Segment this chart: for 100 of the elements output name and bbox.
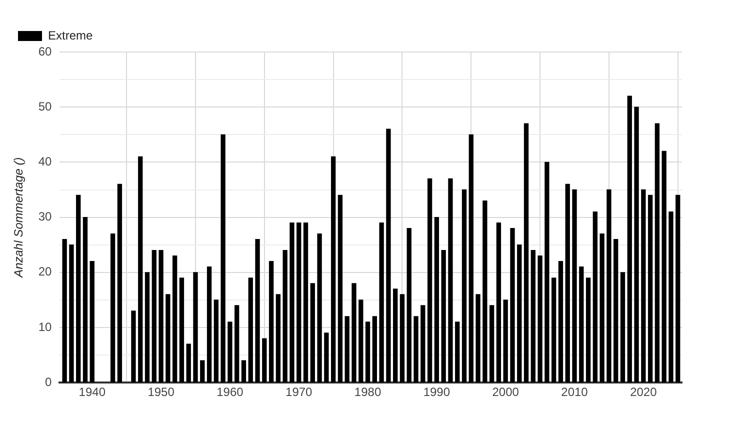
bar xyxy=(393,288,398,382)
bar xyxy=(420,305,426,382)
bar xyxy=(296,222,302,382)
bar xyxy=(565,184,570,382)
y-axis-title: Anzahl Sommertage () xyxy=(12,157,26,278)
bar xyxy=(614,239,618,382)
bar xyxy=(117,184,122,382)
bar xyxy=(676,194,680,382)
bar xyxy=(90,261,94,382)
x-tick-label: 1940 xyxy=(78,385,106,400)
bar xyxy=(524,123,529,382)
bar xyxy=(241,360,246,382)
bar xyxy=(489,305,494,382)
bar xyxy=(228,322,232,382)
bar xyxy=(131,310,136,382)
bar xyxy=(579,266,584,382)
bar xyxy=(338,194,343,382)
bar xyxy=(324,332,329,382)
bar xyxy=(379,222,384,382)
bar xyxy=(365,322,370,382)
x-tick-label: 1950 xyxy=(148,385,175,400)
bar xyxy=(110,234,116,382)
bar xyxy=(220,134,226,382)
bar xyxy=(330,156,336,382)
bar xyxy=(606,189,612,382)
bar xyxy=(468,134,474,382)
bar xyxy=(262,338,267,382)
bar xyxy=(654,123,660,382)
x-tick-label: 2020 xyxy=(630,385,658,400)
bar xyxy=(400,294,405,382)
bar xyxy=(310,283,315,382)
bar xyxy=(482,200,488,382)
bar xyxy=(538,256,542,382)
bar xyxy=(386,128,391,382)
bar xyxy=(627,96,632,382)
bar xyxy=(186,344,191,382)
y-tick-label: 20 xyxy=(38,264,52,279)
y-tick-label: 50 xyxy=(38,99,52,114)
bar xyxy=(268,261,274,382)
bar xyxy=(317,234,322,382)
bar xyxy=(476,294,480,382)
bar xyxy=(455,322,460,382)
bar xyxy=(82,216,88,382)
x-tick-label: 1990 xyxy=(423,385,450,400)
bar xyxy=(427,178,432,382)
bar xyxy=(352,283,356,382)
x-tick-label: 2000 xyxy=(492,385,520,400)
bar xyxy=(200,360,205,382)
bar xyxy=(206,266,212,382)
bar xyxy=(503,300,508,382)
bar xyxy=(152,250,156,382)
bar xyxy=(138,156,143,382)
bar xyxy=(414,316,418,382)
bar xyxy=(234,305,240,382)
bar xyxy=(462,189,467,382)
x-tick-label: 1970 xyxy=(286,385,313,400)
bar xyxy=(214,300,218,382)
bar xyxy=(406,228,412,382)
bar xyxy=(441,250,446,382)
bar xyxy=(193,272,198,382)
legend-label: Extreme xyxy=(48,28,94,42)
bar xyxy=(303,222,308,382)
bar xyxy=(172,256,178,382)
x-tick-label: 1960 xyxy=(216,385,244,400)
bar xyxy=(530,250,536,382)
bar xyxy=(572,189,577,382)
bar xyxy=(586,278,591,382)
y-tick-label: 60 xyxy=(38,44,52,58)
bar xyxy=(448,178,453,382)
bar xyxy=(496,222,502,382)
bar xyxy=(179,278,184,382)
bar xyxy=(668,211,674,382)
x-tick-label: 2010 xyxy=(561,385,588,400)
bar xyxy=(248,278,253,382)
bar xyxy=(558,261,564,382)
bar xyxy=(290,222,294,382)
y-tick-label: 30 xyxy=(38,210,52,224)
bar xyxy=(634,106,639,382)
bar xyxy=(434,216,440,382)
bar xyxy=(144,272,150,382)
y-tick-label: 40 xyxy=(38,154,52,169)
bar xyxy=(372,316,377,382)
bar xyxy=(158,250,164,382)
bar xyxy=(600,234,604,382)
bar xyxy=(276,294,281,382)
bar xyxy=(76,194,81,382)
y-tick-label: 0 xyxy=(45,374,52,389)
bar xyxy=(517,244,522,382)
bar xyxy=(344,316,350,382)
bar xyxy=(552,278,556,382)
x-tick-label: 1980 xyxy=(354,385,382,400)
bar xyxy=(62,239,67,382)
bar xyxy=(648,194,653,382)
bar xyxy=(544,162,550,382)
bar xyxy=(510,228,515,382)
bar xyxy=(620,272,626,382)
bar xyxy=(166,294,170,382)
bar xyxy=(255,239,260,382)
bar xyxy=(282,250,288,382)
bar xyxy=(641,189,646,382)
